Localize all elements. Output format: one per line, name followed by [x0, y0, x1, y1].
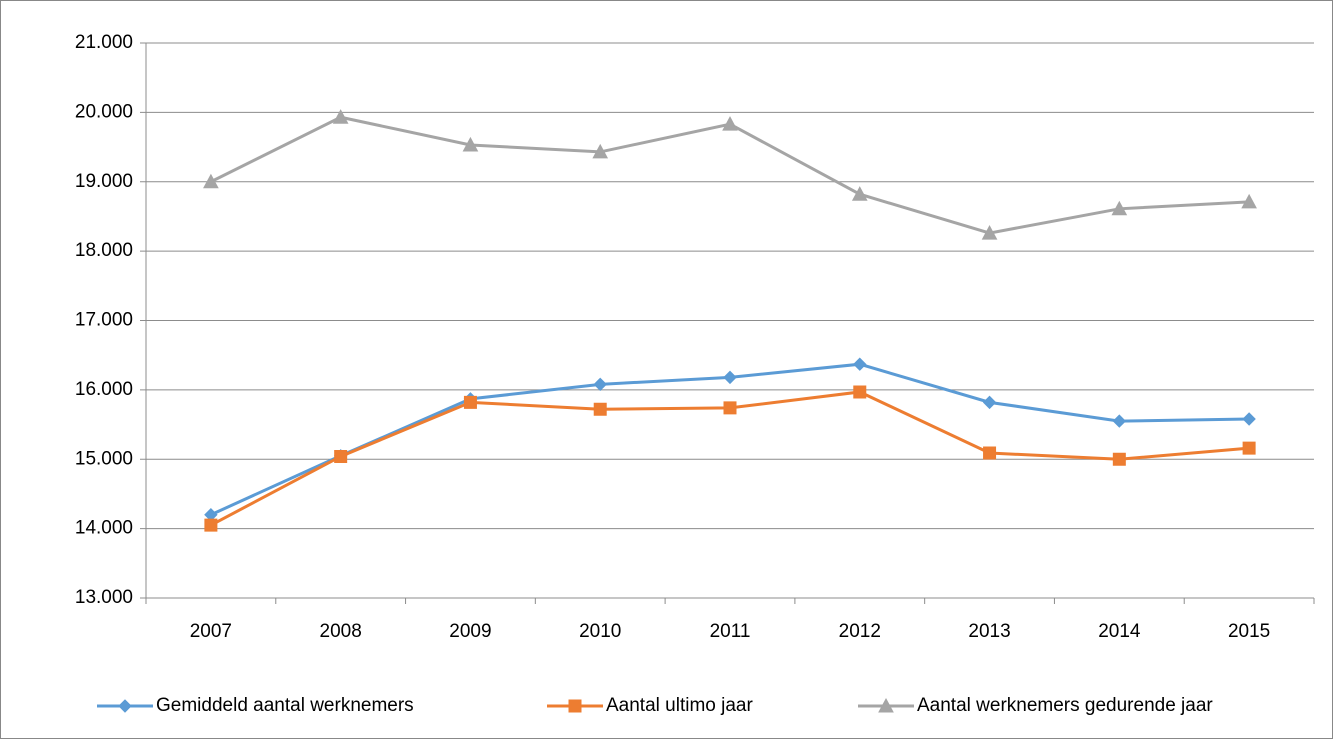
data-point [204, 518, 218, 532]
data-point [1112, 414, 1127, 428]
y-tick-label: 19.000 [75, 171, 133, 192]
y-tick-label: 21.000 [75, 32, 133, 53]
data-point [853, 385, 867, 399]
legend-marker [878, 697, 894, 713]
data-point [1112, 452, 1126, 466]
data-point [332, 109, 349, 124]
y-tick-label: 16.000 [75, 379, 133, 400]
data-point [462, 136, 479, 152]
legend-label: Aantal werknemers gedurende jaar [917, 695, 1213, 716]
x-tick-label: 2008 [320, 621, 362, 642]
data-point [983, 446, 997, 460]
data-point [722, 116, 738, 131]
y-tick-label: 20.000 [75, 101, 133, 122]
x-tick-label: 2015 [1228, 621, 1270, 642]
data-point [1242, 441, 1256, 455]
legend-label: Aantal ultimo jaar [606, 695, 753, 716]
y-tick-label: 15.000 [75, 448, 133, 469]
data-point [723, 370, 737, 385]
legend-marker [568, 699, 582, 713]
y-tick-label: 14.000 [75, 518, 133, 539]
x-tick-label: 2014 [1098, 621, 1141, 642]
x-tick-label: 2009 [449, 621, 491, 642]
data-point [593, 402, 607, 416]
x-tick-label: 2012 [839, 621, 881, 642]
data-point [334, 449, 348, 463]
data-point [982, 395, 997, 410]
data-point [463, 395, 477, 409]
data-point [203, 173, 219, 189]
data-point [1241, 193, 1257, 209]
x-tick-label: 2007 [190, 621, 232, 642]
x-tick-label: 2013 [968, 621, 1010, 642]
data-point [981, 225, 998, 240]
data-point [1242, 412, 1256, 426]
legend-marker [118, 699, 132, 713]
x-tick-label: 2010 [579, 621, 621, 642]
legend-label: Gemiddeld aantal werknemers [156, 695, 414, 716]
data-point [1111, 200, 1128, 216]
y-tick-label: 13.000 [75, 587, 133, 608]
data-point [723, 401, 737, 415]
data-point [853, 357, 867, 371]
data-point [851, 186, 868, 201]
x-tick-label: 2011 [710, 621, 751, 642]
y-tick-label: 18.000 [75, 240, 133, 261]
data-point [593, 377, 607, 392]
y-tick-label: 17.000 [75, 310, 133, 331]
data-point [592, 143, 609, 159]
